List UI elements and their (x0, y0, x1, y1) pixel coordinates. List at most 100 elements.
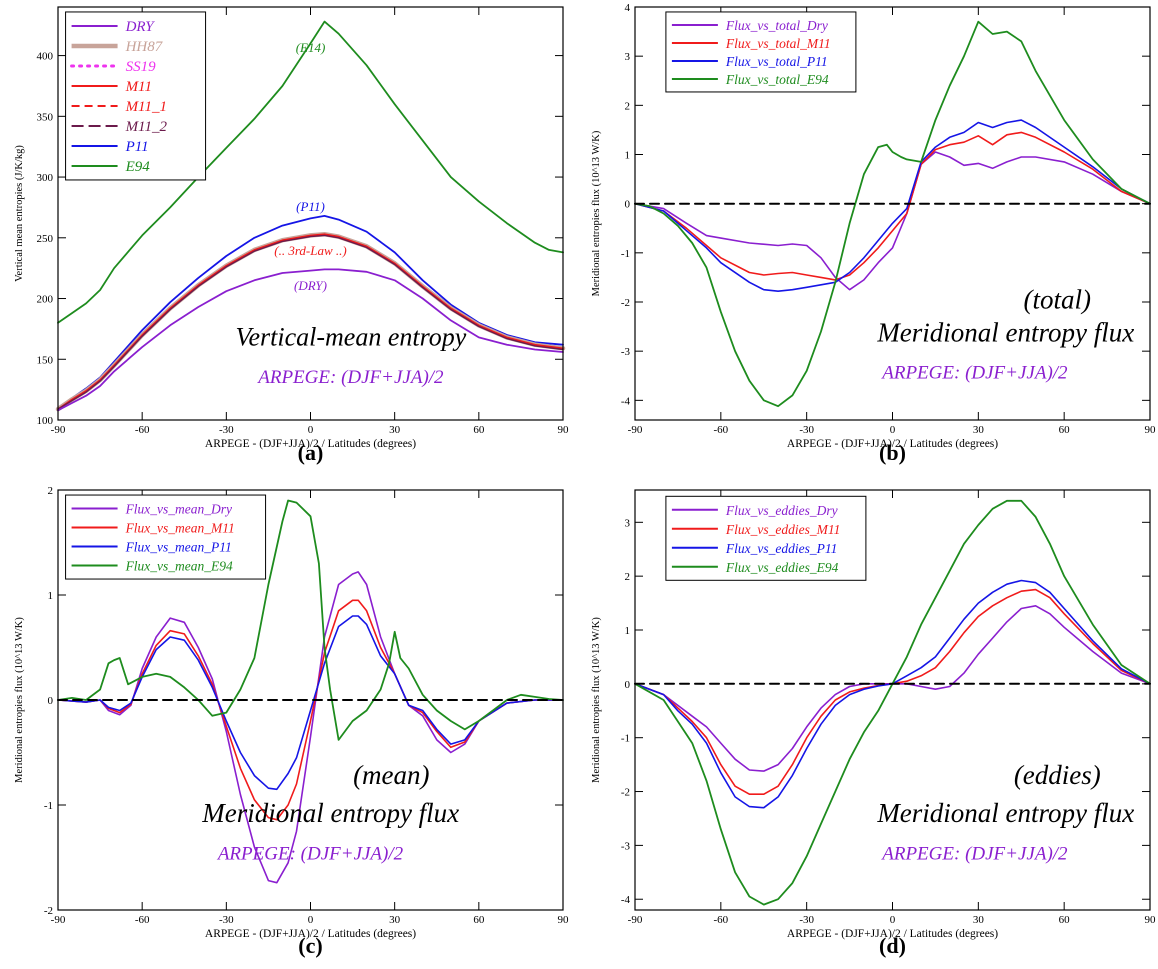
x-tick-label: 30 (389, 914, 401, 926)
x-tick-label: -90 (51, 914, 66, 926)
y-tick-label: 3 (625, 517, 631, 529)
x-axis-label: ARPEGE - (DJF+JJA)/2 / Latitudes (degree… (205, 438, 416, 450)
x-tick-label: 60 (473, 914, 485, 926)
panel-caption: (a) (298, 440, 324, 465)
y-tick-label: 100 (37, 415, 54, 427)
x-axis-label: ARPEGE - (DJF+JJA)/2 / Latitudes (degree… (787, 928, 998, 940)
legend-label: Flux_vs_eddies_Dry (725, 503, 838, 518)
y-tick-label: -2 (621, 297, 630, 309)
y-tick-label: -2 (621, 787, 630, 799)
x-tick-label: 30 (973, 914, 985, 926)
y-tick-label: 4 (625, 2, 631, 14)
legend-box (65, 11, 207, 181)
series-line (634, 119, 1151, 292)
panel-caption: (c) (298, 933, 322, 958)
chart-title: (mean) (353, 760, 429, 790)
chart-title: ARPEGE: (DJF+JJA)/2 (880, 363, 1068, 384)
x-tick-label: -60 (713, 424, 728, 436)
x-axis-label: ARPEGE - (DJF+JJA)/2 / Latitudes (degree… (205, 928, 416, 940)
y-tick-label: 300 (37, 172, 54, 184)
x-tick-label: 30 (973, 424, 985, 436)
annotation: (DRY) (294, 278, 327, 293)
y-tick-label: 2 (625, 100, 631, 112)
chart-title: ARPEGE: (DJF+JJA)/2 (256, 367, 444, 388)
y-tick-label: -1 (44, 800, 53, 812)
legend-label: M11 (125, 79, 152, 95)
x-tick-label: 0 (890, 914, 896, 926)
series-line (634, 605, 1151, 772)
legend-label: E94 (125, 159, 151, 175)
x-tick-label: -30 (219, 914, 234, 926)
y-tick-label: 400 (37, 51, 54, 63)
series-line (57, 615, 564, 791)
y-tick-label: 0 (625, 679, 631, 691)
y-tick-label: 1 (48, 590, 54, 602)
series-line (634, 131, 1151, 281)
panel-2: -90 -60 -30 0 30 60 90 -2 -1 0 1 2 ARPEGE - (DJF+JJA… (14, 485, 569, 958)
y-tick-label: -1 (621, 733, 630, 745)
annotation: (P11) (296, 199, 325, 214)
x-tick-label: -60 (135, 424, 150, 436)
x-tick-label: 60 (1059, 424, 1071, 436)
y-tick-label: -2 (44, 905, 53, 917)
y-axis-label: Meridional entropies flux (10^13 W/K) (591, 130, 602, 296)
x-axis-label: ARPEGE - (DJF+JJA)/2 / Latitudes (degree… (787, 438, 998, 450)
chart-title: Meridional entropy flux (201, 798, 459, 828)
legend-label: Flux_vs_mean_E94 (125, 559, 233, 574)
x-tick-label: -30 (219, 424, 234, 436)
y-tick-label: 2 (48, 485, 54, 497)
y-axis-label: Vertical mean entropies (J/K/kg) (14, 145, 25, 282)
legend-label: Flux_vs_total_P11 (725, 54, 828, 69)
series-line (634, 499, 1151, 906)
y-axis-label: Meridional entropies flux (10^13 W/K) (14, 617, 25, 783)
chart-title: Meridional entropy flux (876, 798, 1134, 828)
series-line (57, 268, 564, 412)
annotation: (E14) (296, 40, 326, 55)
panel-0: -90 -60 -30 0 30 60 90 100 150 200 250 300 350 400 ARP… (14, 6, 569, 465)
y-tick-label: 250 (37, 233, 54, 245)
x-tick-label: 90 (558, 914, 570, 926)
x-tick-label: -90 (628, 424, 643, 436)
legend-label: Flux_vs_eddies_M11 (725, 522, 840, 537)
legend: DRY HH87 SS19 M11 M11_1 M11_2 P11 E94 (65, 11, 207, 181)
x-tick-label: 60 (473, 424, 485, 436)
legend-label: Flux_vs_mean_M11 (125, 521, 235, 536)
y-tick-label: 200 (37, 294, 54, 306)
series-line (634, 579, 1151, 809)
y-tick-label: -4 (621, 894, 631, 906)
legend-label: Flux_vs_total_Dry (725, 18, 828, 33)
y-tick-label: -3 (621, 840, 631, 852)
x-tick-label: 90 (1145, 424, 1157, 436)
chart-title: (eddies) (1014, 760, 1101, 790)
y-tick-label: 0 (625, 199, 631, 211)
legend-label: Flux_vs_total_E94 (725, 72, 829, 87)
chart-title: Vertical-mean entropy (235, 323, 466, 352)
legend-label: M11_1 (125, 99, 167, 115)
y-tick-label: 2 (625, 571, 631, 583)
legend-label: Flux_vs_eddies_E94 (725, 560, 839, 575)
chart-title: Meridional entropy flux (876, 318, 1134, 348)
y-tick-label: -3 (621, 346, 631, 358)
legend-label: P11 (125, 139, 149, 155)
x-tick-label: 90 (1145, 914, 1157, 926)
series-line (57, 233, 564, 410)
y-tick-label: 150 (37, 354, 54, 366)
x-tick-label: 30 (389, 424, 401, 436)
panel-1: -90 -60 -30 0 30 60 90 -4 -3 -2 -1 0 1 2 3 4 ARPEGE - (D… (591, 2, 1156, 465)
y-tick-label: 350 (37, 111, 54, 123)
series-line (57, 20, 564, 324)
x-tick-label: -90 (628, 914, 643, 926)
legend-label: SS19 (126, 59, 157, 75)
legend: Flux_vs_eddies_Dry Flux_vs_eddies_M11 Flux… (665, 495, 867, 581)
legend-label: M11_2 (125, 119, 168, 135)
y-tick-label: 3 (625, 51, 631, 63)
legend-label: Flux_vs_eddies_P11 (725, 541, 837, 556)
legend-label: DRY (125, 19, 156, 35)
y-tick-label: 1 (625, 150, 631, 162)
series-line (634, 20, 1151, 408)
panel-caption: (b) (879, 440, 906, 465)
panel-3: -90 -60 -30 0 30 60 90 -4 -3 -2 -1 0 1 2 3 ARPEGE - (DJ… (591, 489, 1157, 958)
legend: Flux_vs_mean_Dry Flux_vs_mean_M11 Flux_vs_… (65, 494, 267, 580)
x-tick-label: 0 (308, 914, 314, 926)
